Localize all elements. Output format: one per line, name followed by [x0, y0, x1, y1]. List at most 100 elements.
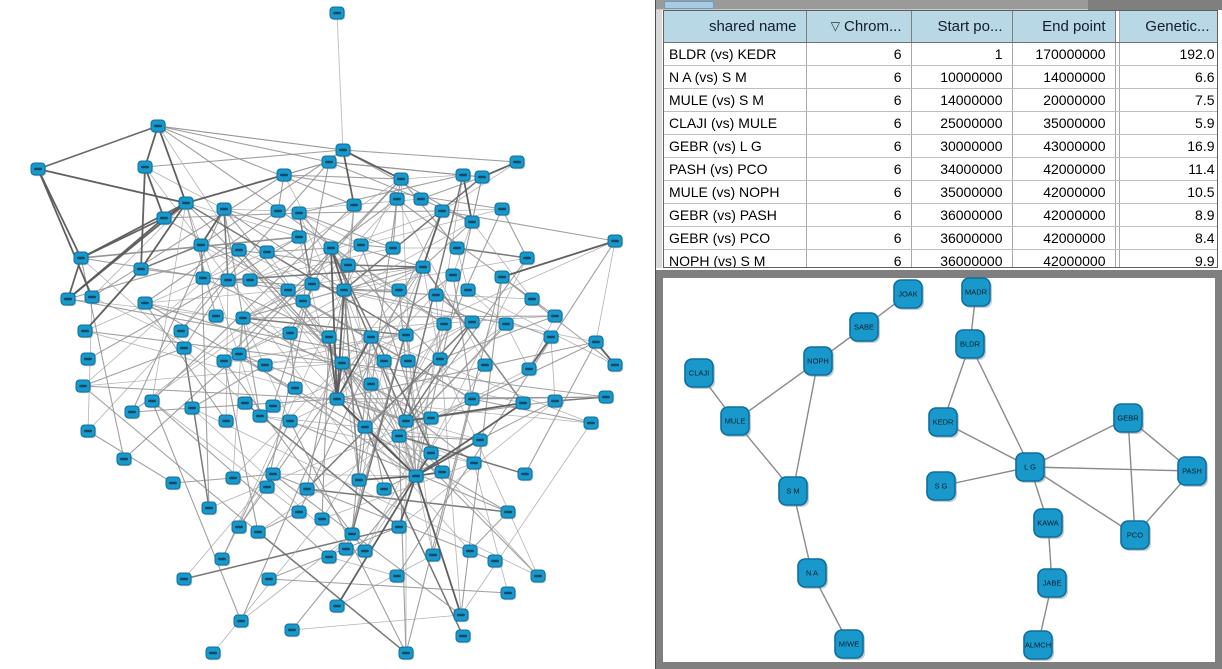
network-node[interactable]	[133, 262, 150, 277]
table-cell-end-point[interactable]: 43000000	[1012, 134, 1116, 158]
network-node[interactable]	[494, 270, 511, 285]
network-node[interactable]	[329, 392, 346, 407]
network-node[interactable]	[500, 586, 517, 601]
network-node[interactable]	[530, 569, 547, 584]
table-row[interactable]: PASH (vs) PCO 6 34000000 42000000 11.4	[664, 157, 1217, 181]
table-cell-shared-name[interactable]: NOPH (vs) S M	[664, 249, 807, 267]
table-cell-chromosome[interactable]: 6	[806, 88, 912, 112]
network-node[interactable]	[598, 390, 615, 405]
network-node[interactable]	[173, 324, 190, 339]
network-node[interactable]	[291, 206, 308, 221]
network-node[interactable]	[208, 309, 225, 324]
table-cell-genetic-distance[interactable]: 11.4	[1119, 157, 1217, 181]
network-node[interactable]	[391, 283, 408, 298]
network-node[interactable]	[287, 381, 304, 396]
network-node[interactable]	[265, 467, 282, 482]
network-canvas-bg[interactable]	[663, 278, 1215, 662]
table-cell-genetic-distance[interactable]: 8.4	[1119, 226, 1217, 250]
network-node[interactable]	[464, 315, 481, 330]
network-node[interactable]	[509, 155, 526, 170]
table-cell-genetic-distance[interactable]: 9.9	[1119, 249, 1217, 267]
network-node[interactable]	[434, 465, 451, 480]
network-node[interactable]	[237, 396, 254, 411]
network-node[interactable]	[284, 623, 301, 638]
network-node[interactable]	[519, 251, 536, 266]
network-node[interactable]	[423, 446, 440, 461]
table-cell-start-position[interactable]: 30000000	[911, 134, 1013, 158]
column-header-shared-name[interactable]: shared name	[664, 11, 807, 43]
network-node[interactable]	[385, 241, 402, 256]
network-node-SABE[interactable]: SABE	[849, 312, 880, 343]
network-node[interactable]	[432, 352, 449, 367]
filtered-network-canvas[interactable]: JOAK SABE NOPH CLAJI MULE S M N A MIWE MADR BLDR K…	[656, 270, 1222, 669]
large-network-canvas[interactable]	[0, 0, 660, 669]
network-node[interactable]	[176, 572, 193, 587]
network-node[interactable]	[80, 352, 97, 367]
network-node[interactable]	[218, 414, 235, 429]
table-cell-shared-name[interactable]: PASH (vs) PCO	[664, 157, 807, 181]
table-cell-shared-name[interactable]: CLAJI (vs) MULE	[664, 111, 807, 135]
network-node[interactable]	[487, 554, 504, 569]
table-cell-end-point[interactable]: 14000000	[1012, 65, 1116, 89]
table-cell-start-position[interactable]: 36000000	[911, 249, 1013, 267]
network-node[interactable]	[261, 572, 278, 587]
network-node[interactable]	[494, 202, 511, 217]
network-node[interactable]	[216, 354, 233, 369]
network-node[interactable]	[299, 482, 316, 497]
table-cell-end-point[interactable]: 20000000	[1012, 88, 1116, 112]
table-cell-start-position[interactable]: 34000000	[911, 157, 1013, 181]
network-node[interactable]	[413, 192, 430, 207]
network-node[interactable]	[389, 569, 406, 584]
network-node-BLDR[interactable]: BLDR	[955, 329, 986, 360]
table-cell-shared-name[interactable]: MULE (vs) S M	[664, 88, 807, 112]
table-cell-shared-name[interactable]: GEBR (vs) L G	[664, 134, 807, 158]
network-node[interactable]	[425, 548, 442, 563]
network-node[interactable]	[73, 251, 90, 266]
network-node[interactable]	[60, 292, 77, 307]
network-node[interactable]	[80, 424, 97, 439]
network-node[interactable]	[338, 542, 355, 557]
network-node[interactable]	[607, 234, 624, 249]
network-node[interactable]	[449, 241, 466, 256]
network-node[interactable]	[201, 501, 218, 516]
network-node-MULE[interactable]: MULE	[720, 406, 751, 437]
network-node-NOPH[interactable]: NOPH	[803, 346, 834, 377]
network-node[interactable]	[400, 354, 417, 369]
table-cell-start-position[interactable]: 25000000	[911, 111, 1013, 135]
table-cell-end-point[interactable]: 42000000	[1012, 226, 1116, 250]
network-node[interactable]	[391, 520, 408, 535]
network-node-KEDR[interactable]: KEDR	[928, 407, 959, 438]
network-node[interactable]	[265, 399, 282, 414]
table-cell-end-point[interactable]: 42000000	[1012, 180, 1116, 204]
table-cell-start-position[interactable]: 1	[911, 42, 1013, 66]
network-node[interactable]	[257, 358, 274, 373]
network-node[interactable]	[124, 405, 141, 420]
network-node[interactable]	[233, 614, 250, 629]
network-node[interactable]	[344, 527, 361, 542]
table-cell-genetic-distance[interactable]: 192.0	[1119, 42, 1217, 66]
table-cell-chromosome[interactable]: 6	[806, 42, 912, 66]
network-node[interactable]	[464, 392, 481, 407]
network-node[interactable]	[231, 520, 248, 535]
network-node[interactable]	[205, 646, 222, 661]
network-node[interactable]	[280, 283, 297, 298]
network-node[interactable]	[150, 119, 167, 134]
network-node[interactable]	[84, 290, 101, 305]
network-node[interactable]	[428, 288, 445, 303]
network-node[interactable]	[357, 420, 374, 435]
table-cell-chromosome[interactable]: 6	[806, 111, 912, 135]
network-node[interactable]	[304, 277, 321, 292]
network-node[interactable]	[282, 326, 299, 341]
network-node[interactable]	[543, 330, 560, 345]
network-node[interactable]	[455, 629, 472, 644]
network-node[interactable]	[393, 172, 410, 187]
network-node[interactable]	[321, 550, 338, 565]
network-node-ALMCH[interactable]: ALMCH	[1023, 630, 1054, 661]
network-node-CLAJI[interactable]: CLAJI	[684, 358, 715, 389]
table-cell-shared-name[interactable]: N A (vs) S M	[664, 65, 807, 89]
network-node[interactable]	[116, 452, 133, 467]
network-node-LG[interactable]: L G	[1015, 452, 1046, 483]
table-cell-start-position[interactable]: 14000000	[911, 88, 1013, 112]
network-node[interactable]	[466, 456, 483, 471]
table-row[interactable]: N A (vs) S M 6 10000000 14000000 6.6	[664, 65, 1217, 89]
